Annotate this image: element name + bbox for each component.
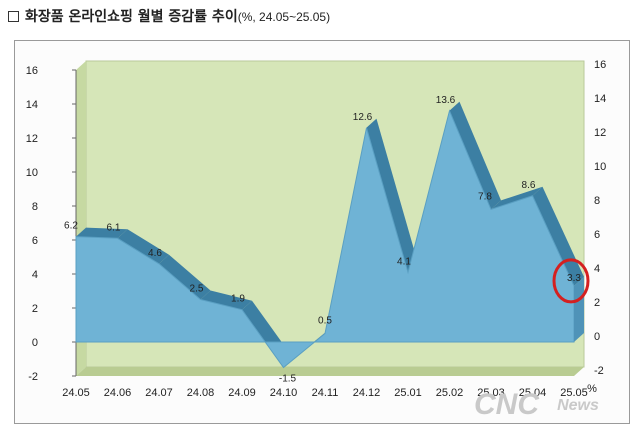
y-tick-label-right: 6 xyxy=(594,229,600,241)
data-label: 6.2 xyxy=(64,221,78,232)
data-label: 12.6 xyxy=(353,112,373,123)
data-labels: 6.2 6.1 4.6 2.5 1.9 -1.5 0.5 12.6 4.1 13.6 7.8 8.6 3… xyxy=(64,95,581,385)
area-series xyxy=(75,101,584,369)
data-label: 4.1 xyxy=(397,256,411,267)
x-tick-label: 24.08 xyxy=(187,387,215,399)
data-label: 13.6 xyxy=(436,95,456,106)
area-top-face xyxy=(76,227,128,239)
x-tick-label: 25.02 xyxy=(436,387,464,399)
data-label: 7.8 xyxy=(478,191,492,202)
chart-title-subtitle: (%, 24.05~25.05) xyxy=(237,10,331,24)
y-tick-label-left: 6 xyxy=(32,235,38,247)
x-tick-label: 24.11 xyxy=(312,387,339,399)
x-tick-label: 24.09 xyxy=(228,387,256,399)
y-tick-label-left: 10 xyxy=(26,167,38,179)
data-label: 6.1 xyxy=(107,222,121,233)
x-tick-label: 24.10 xyxy=(270,387,298,399)
area-top-face xyxy=(366,118,418,273)
y-axis-left: -2 0 2 4 6 8 10 12 14 16 xyxy=(26,65,38,383)
area-top-face xyxy=(159,254,211,300)
area-end-face xyxy=(574,276,584,342)
y-tick-label-left: 12 xyxy=(26,133,38,145)
x-tick-label: 24.06 xyxy=(104,387,132,399)
y-tick-label-left: 16 xyxy=(26,65,38,77)
area-top-face xyxy=(491,186,543,210)
highlight-circle xyxy=(552,258,590,304)
chart-title: 화장품 온라인쇼핑 월별 증감률 추이(%, 24.05~25.05) xyxy=(8,6,330,28)
y-tick-label-right: 12 xyxy=(594,127,606,139)
data-label: 1.9 xyxy=(231,294,245,305)
y-tick-label-right: 8 xyxy=(594,195,600,207)
data-label: 2.5 xyxy=(190,284,204,295)
data-label: 3.3 xyxy=(567,273,581,284)
data-label: 4.6 xyxy=(148,248,162,259)
watermark-brand: CNC xyxy=(474,388,540,421)
y-tick-label-right: 0 xyxy=(594,331,600,343)
y-tick-label-left: 4 xyxy=(32,269,38,281)
y-tick-label-left: 14 xyxy=(26,99,38,111)
y-tick-label-right: 4 xyxy=(594,263,600,275)
area-top-face xyxy=(200,290,252,310)
x-tick-label: 24.12 xyxy=(353,387,381,399)
area-top-face xyxy=(449,101,501,210)
y-tick-label-right: 16 xyxy=(594,59,606,71)
y-tick-label-right: 2 xyxy=(594,297,600,309)
y-tick-label-left: -2 xyxy=(28,371,38,383)
y-axis-right: -2 0 2 4 6 8 10 12 14 16 xyxy=(594,59,606,377)
area-top-face xyxy=(117,229,169,264)
checkbox-square-icon xyxy=(8,11,19,22)
annotations: CNC News xyxy=(474,258,599,421)
y-tick-label-left: 8 xyxy=(32,201,38,213)
y-tick-label-left: 0 xyxy=(32,337,38,349)
data-label: 8.6 xyxy=(522,180,536,191)
x-tick-label: 25.03 xyxy=(477,387,505,399)
data-label: -1.5 xyxy=(279,374,297,385)
y-tick-label-right: 14 xyxy=(594,93,606,105)
x-tick-label: 25.04 xyxy=(519,387,547,399)
x-axis: 24.05 24.06 24.07 24.08 24.09 24.10 24.11 24.12… xyxy=(62,383,597,399)
plot-floor xyxy=(76,367,584,376)
x-tick-label: 24.05 xyxy=(62,387,90,399)
data-label: 0.5 xyxy=(318,316,332,327)
area-series-shape xyxy=(75,109,575,369)
y-tick-label-left: 2 xyxy=(32,303,38,315)
x-tick-label: 24.07 xyxy=(145,387,173,399)
x-tick-label: 25.01 xyxy=(394,387,422,399)
y-tick-label-right: -2 xyxy=(594,365,604,377)
chart-title-main: 화장품 온라인쇼핑 월별 증감률 추이 xyxy=(25,9,238,25)
x-axis-unit: % xyxy=(587,383,597,395)
x-tick-label: 25.05 xyxy=(560,387,588,399)
y-tick-label-right: 10 xyxy=(594,161,606,173)
watermark-sub: News xyxy=(557,397,599,414)
